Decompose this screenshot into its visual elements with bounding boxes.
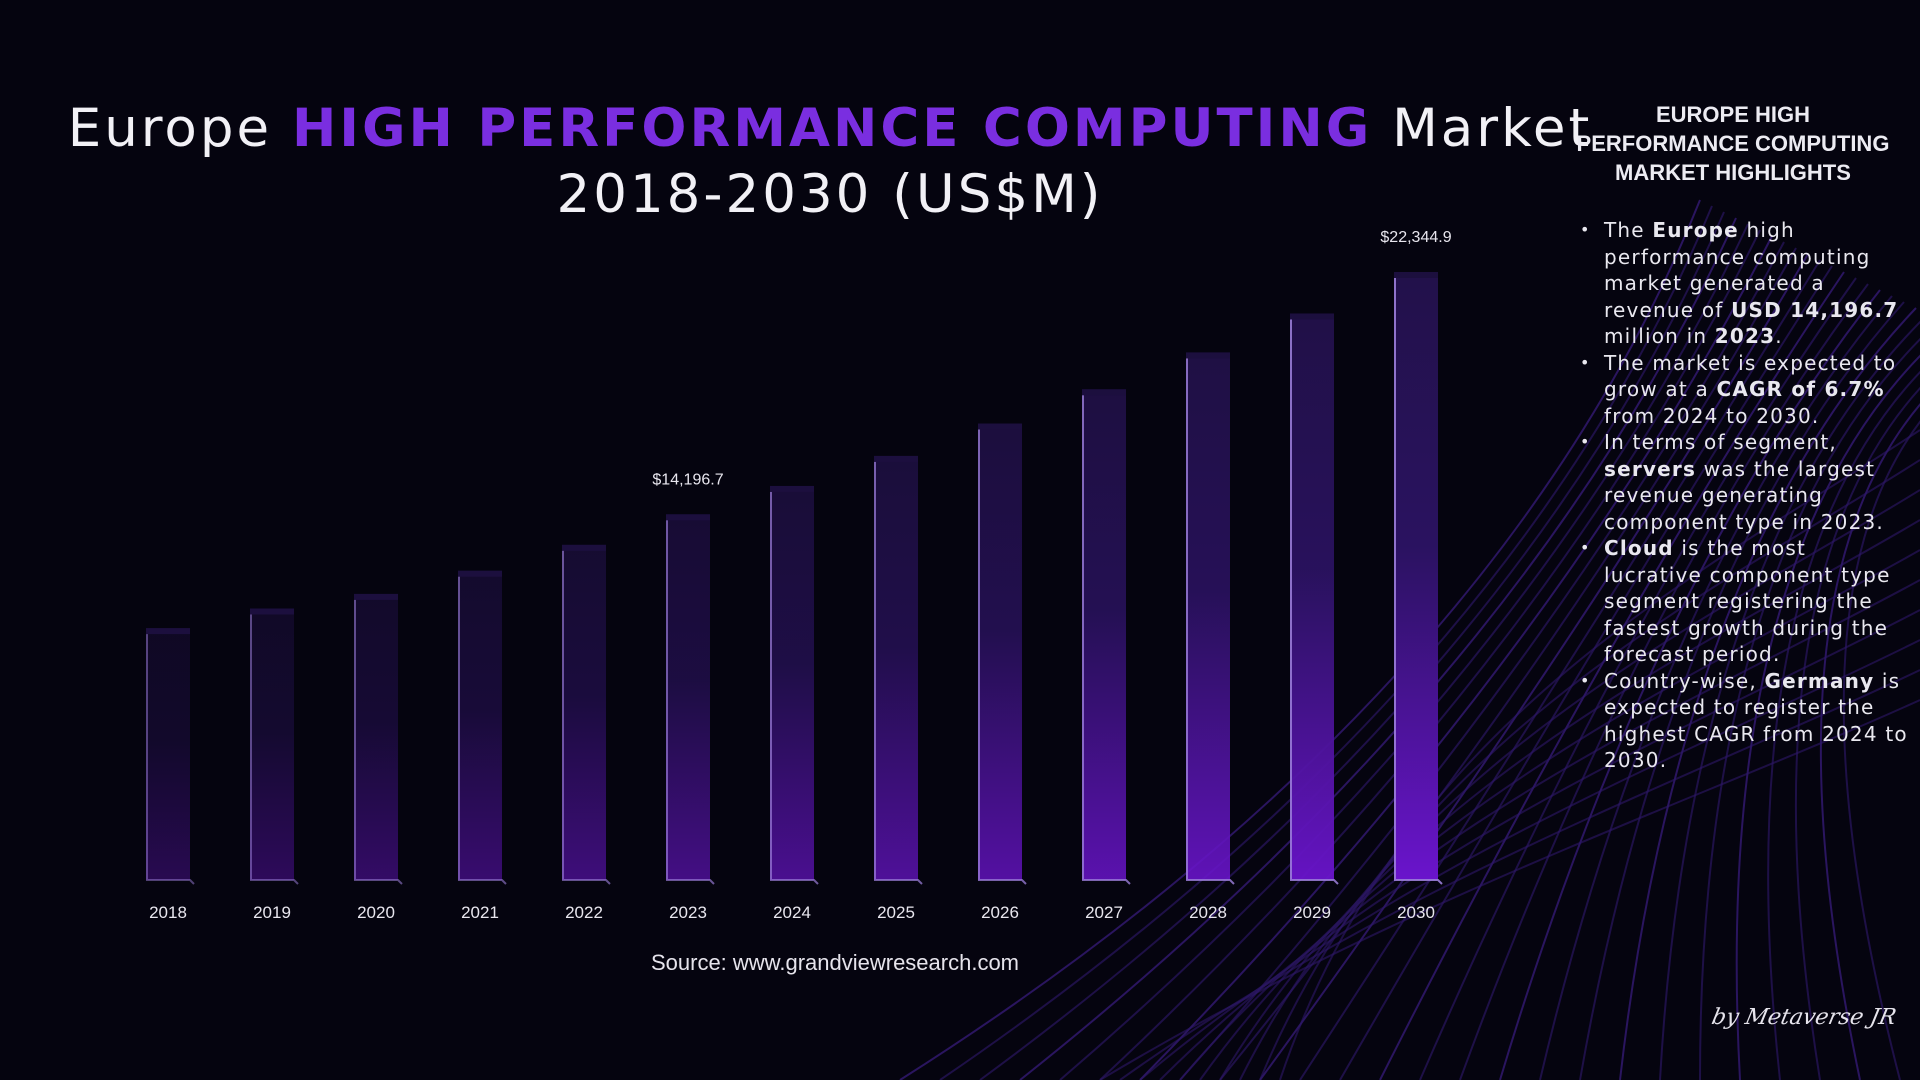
bar-2022 (562, 544, 606, 880)
bar-edge (458, 573, 507, 885)
bar-2024 (770, 485, 814, 880)
highlight-text: was the largest revenue generating compo… (1604, 456, 1884, 534)
signature: by Metaverse JR (1709, 1005, 1899, 1030)
bar-edge (770, 488, 819, 885)
x-tick-label: 2019 (253, 903, 291, 922)
x-tick-label: 2028 (1189, 903, 1227, 922)
data-label: $14,196.7 (652, 471, 723, 488)
bar-edge (1082, 392, 1131, 885)
x-tick-label: 2026 (981, 903, 1019, 922)
highlight-text: Country-wise, (1604, 668, 1765, 693)
bar-2019 (250, 608, 294, 880)
source-note: Source: www.grandviewresearch.com (650, 950, 1020, 975)
highlights-list: The Europe high performance computing ma… (1568, 217, 1908, 774)
x-tick-label: 2020 (357, 903, 395, 922)
bar-cap (978, 423, 1022, 430)
highlight-emphasis: Europe (1652, 218, 1739, 242)
highlight-text: . (1775, 324, 1783, 348)
bar-2030 (1394, 272, 1438, 880)
bar-cap (1290, 313, 1334, 320)
x-tick-label: 2022 (565, 903, 603, 922)
bar-edge (354, 596, 403, 885)
bar-cap (874, 455, 918, 462)
highlight-text: The (1604, 218, 1653, 242)
highlight-item: Country-wise, Germany is expected to reg… (1568, 668, 1908, 774)
bar-cap (458, 570, 502, 577)
bar-2025 (874, 455, 918, 880)
bar-cap (562, 544, 606, 551)
title-accent: HIGH PERFORMANCE COMPUTING (291, 98, 1373, 159)
chart-title: Europe HIGH PERFORMANCE COMPUTING Market… (40, 96, 1620, 228)
bar-cap (1394, 272, 1438, 278)
highlight-text: is expected to register the highest CAGR… (1604, 668, 1908, 773)
highlight-item: The Europe high performance computing ma… (1568, 217, 1908, 350)
x-tick-label: 2027 (1085, 903, 1123, 922)
x-tick-label: 2025 (877, 903, 915, 922)
bar-2027 (1082, 389, 1126, 880)
x-tick-label: 2024 (773, 903, 811, 922)
bar-2026 (978, 423, 1022, 880)
bar-cap (250, 608, 294, 615)
highlights-title: EUROPE HIGH PERFORMANCE COMPUTING MARKET… (1576, 102, 1890, 185)
bar-edge (146, 631, 195, 885)
bar-cap (146, 628, 190, 635)
bar-edge (978, 426, 1027, 885)
x-tick-label: 2018 (149, 903, 187, 922)
bar-cap (1082, 389, 1126, 396)
highlight-emphasis: Cloud (1604, 536, 1674, 560)
highlight-text: from 2024 to 2030. (1604, 403, 1820, 428)
highlight-emphasis: 2023 (1714, 324, 1776, 348)
highlight-text: million in (1604, 324, 1715, 348)
highlight-emphasis: USD 14,196.7 (1731, 297, 1899, 322)
bar-cap (1186, 352, 1230, 359)
x-tick-label: 2021 (461, 903, 499, 922)
highlight-emphasis: CAGR of 6.7% (1716, 377, 1885, 401)
highlight-item: In terms of segment, servers was the lar… (1568, 429, 1908, 535)
title-suffix: Market (1372, 98, 1593, 159)
bar-cap (666, 514, 710, 521)
bar-cap (354, 593, 398, 600)
bar-edge (666, 517, 715, 885)
title-prefix: Europe (67, 98, 292, 159)
x-tick-label: 2023 (669, 903, 707, 922)
bar-edge (1290, 316, 1339, 885)
bar-edge (562, 547, 611, 885)
bar-edge (1186, 355, 1235, 885)
bar-edge (1394, 275, 1443, 885)
bar-2028 (1186, 352, 1230, 880)
bar-edge (250, 611, 299, 885)
bar-2021 (458, 570, 502, 880)
bar-edge (874, 458, 923, 885)
highlight-emphasis: servers (1604, 456, 1697, 481)
highlight-text: high performance computing market genera… (1604, 218, 1871, 322)
highlight-emphasis: Germany (1764, 668, 1875, 693)
data-label: $22,344.9 (1380, 229, 1451, 246)
title-line2: 2018-2030 (US$M) (556, 164, 1104, 225)
bar-cap (770, 485, 814, 492)
x-tick-label: 2029 (1293, 903, 1331, 922)
highlight-item: Cloud is the most lucrative component ty… (1568, 535, 1908, 668)
highlight-text: In terms of segment, (1604, 430, 1837, 454)
bar-2018 (146, 628, 190, 880)
highlight-item: The market is expected to grow at a CAGR… (1568, 350, 1908, 430)
highlights-panel: EUROPE HIGH PERFORMANCE COMPUTING MARKET… (1568, 100, 1908, 774)
bar-2029 (1290, 313, 1334, 880)
highlight-text: is the most lucrative component type seg… (1604, 536, 1891, 666)
x-tick-label: 2030 (1397, 903, 1435, 922)
bar-2020 (354, 593, 398, 880)
highlight-text: The market is expected to grow at a (1604, 350, 1897, 402)
bar-2023 (666, 514, 710, 880)
